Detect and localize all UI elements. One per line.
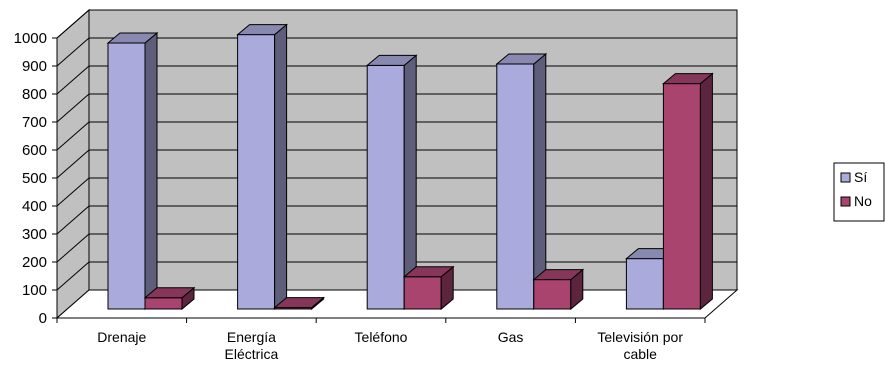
x-category-label: Gas: [498, 329, 524, 345]
bar-side: [274, 23, 288, 311]
bar-front: [107, 42, 146, 310]
x-category-label-line: Gas: [498, 329, 524, 345]
bar-front: [144, 297, 183, 310]
x-category-label-line: Teléfono: [355, 329, 408, 345]
bar-front: [662, 83, 701, 310]
legend-swatch-no: [840, 196, 851, 207]
bar-no-2: [273, 296, 325, 311]
bar-si-3: [365, 54, 418, 311]
bars: [106, 23, 714, 311]
x-category-label-line: Energía: [227, 329, 276, 345]
legend-swatch-si: [840, 172, 851, 183]
y-tick-label: 900: [22, 58, 47, 75]
bar-side: [144, 31, 158, 311]
bar-no-3: [402, 265, 455, 311]
bar-top: [662, 73, 714, 85]
bar-front: [496, 63, 535, 310]
legend: Sí No: [833, 162, 885, 222]
bar-si-1: [106, 31, 159, 311]
bar-no-4: [532, 268, 585, 311]
gridline: [56, 37, 737, 67]
bar-side: [699, 72, 713, 311]
bar-front: [237, 34, 276, 310]
y-tick-label: 1000: [14, 30, 47, 47]
bar-top: [106, 32, 159, 44]
bar-front: [403, 276, 442, 310]
x-category-label: Energía Eléctrica: [225, 329, 279, 362]
bar-top: [495, 53, 548, 65]
axis-labels: 0 100 200 300 400 500 600 700 800 900 1000 Drenaje E…: [14, 30, 684, 362]
x-category-label: Televisión por cable: [597, 329, 683, 362]
y-tick-label: 700: [22, 114, 47, 131]
y-tick-label: 600: [22, 142, 47, 159]
x-category-label: Drenaje: [97, 329, 146, 345]
bar-no-1: [143, 286, 196, 311]
x-category-label-line: cable: [623, 346, 657, 362]
bar-top: [236, 24, 288, 36]
bar-top: [402, 266, 455, 278]
bar-si-2: [236, 23, 288, 311]
x-category-label-line: Eléctrica: [225, 346, 279, 362]
legend-label-no: No: [854, 193, 872, 209]
bar-top: [143, 287, 196, 299]
y-tick-label: 500: [22, 170, 47, 187]
legend-label-si: Sí: [854, 169, 867, 185]
x-category-label: Teléfono: [355, 329, 408, 345]
y-tick-label: 800: [22, 86, 47, 103]
y-tick-label: 200: [22, 254, 47, 271]
x-category-label-line: Televisión por: [597, 329, 683, 345]
bar-si-4: [495, 52, 548, 311]
bar-top: [365, 54, 418, 66]
y-tick-label: 100: [22, 282, 47, 299]
gridline: [56, 9, 737, 39]
bar-top: [273, 297, 325, 309]
y-tick-label: 0: [39, 310, 47, 327]
axes: [52, 37, 706, 323]
y-tick-label: 400: [22, 198, 47, 215]
bar-front: [625, 258, 664, 310]
y-tick-label: 300: [22, 226, 47, 243]
bar-front: [366, 64, 405, 310]
bar-no-5: [662, 72, 714, 311]
bar-front: [533, 279, 572, 310]
x-category-label-line: Drenaje: [97, 329, 146, 345]
bar-top: [532, 269, 585, 281]
